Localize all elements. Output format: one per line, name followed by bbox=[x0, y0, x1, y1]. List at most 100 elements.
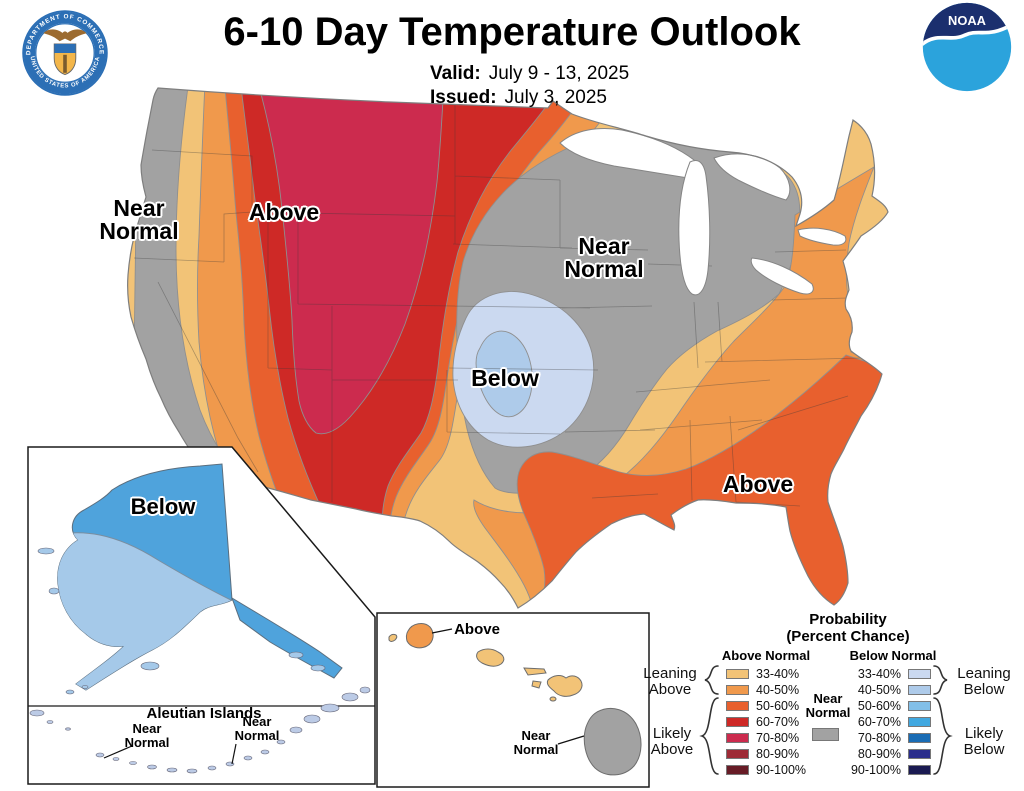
island-oahu bbox=[476, 648, 505, 667]
legend-range-label: 80-90% bbox=[857, 747, 901, 761]
legend-above-rows: 33-40% 40-50% 50-60% 60-70% 70-80% 80-90% 90-1… bbox=[726, 666, 806, 778]
noaa-dark-sky bbox=[922, 2, 1012, 44]
brace-leaning-above bbox=[704, 665, 719, 695]
lake-erie bbox=[750, 257, 814, 295]
island-molokai bbox=[523, 667, 547, 676]
label-near-normal-central: Near Normal bbox=[564, 233, 644, 282]
island-hawaii-big bbox=[583, 708, 642, 776]
noaa-logo-text: NOAA bbox=[948, 13, 986, 28]
page-title: 6-10 Day Temperature Outlook bbox=[223, 10, 801, 54]
legend-range-label: 90-100% bbox=[850, 763, 901, 777]
legend-group-likely-above: Likely Above bbox=[650, 725, 694, 758]
legend-range-label: 50-60% bbox=[756, 699, 800, 713]
legend-row-below-40-50%: 40-50% bbox=[845, 682, 931, 698]
legend-below-rows: 33-40% 40-50% 50-60% 60-70% 70-80% 80-90% 90-1… bbox=[845, 666, 931, 778]
legend-group-leaning-above: Leaning Above bbox=[643, 665, 697, 698]
label-hawaii-near-normal: Near Normal bbox=[513, 728, 559, 757]
brace-leaning-below bbox=[933, 665, 948, 695]
label-above-southeast: Above bbox=[722, 471, 794, 497]
great-lakes bbox=[559, 128, 847, 296]
legend-swatch-above bbox=[726, 717, 749, 727]
noaa-seagull-icon bbox=[922, 22, 1012, 47]
label-below-central: Below bbox=[471, 365, 539, 391]
valid-issued-block: Valid: July 9 - 13, 2025 Issued: July 3, 2… bbox=[430, 62, 629, 110]
noaa-logo: NOAA bbox=[922, 2, 1012, 92]
legend-near-normal-label: Near Normal bbox=[805, 691, 851, 720]
legend-row-above-80-90%: 80-90% bbox=[726, 746, 806, 762]
lake-ontario bbox=[797, 227, 847, 246]
valid-value: July 9 - 13, 2025 bbox=[488, 63, 630, 84]
legend-row-below-90-100%: 90-100% bbox=[845, 762, 931, 778]
legend-group-leaning-below: Leaning Below bbox=[957, 665, 1011, 698]
label-aleutian-near-normal-right: Near Normal bbox=[234, 714, 280, 743]
legend-row-below-60-70%: 60-70% bbox=[845, 714, 931, 730]
legend-swatch-below bbox=[908, 717, 931, 727]
legend-row-above-40-50%: 40-50% bbox=[726, 682, 806, 698]
legend-range-label: 80-90% bbox=[756, 747, 800, 761]
issued-value: July 3, 2025 bbox=[504, 87, 607, 108]
issued-label: Issued: bbox=[430, 87, 497, 108]
doc-eagle-head bbox=[62, 31, 68, 37]
legend-row-below-50-60%: 50-60% bbox=[845, 698, 931, 714]
legend-row-below-33-40%: 33-40% bbox=[845, 666, 931, 682]
label-aleutian-islands: Aleutian Islands bbox=[146, 705, 262, 722]
legend-range-label: 70-80% bbox=[756, 731, 800, 745]
label-alaska-below: Below bbox=[130, 494, 196, 519]
legend-range-label: 40-50% bbox=[756, 683, 800, 697]
legend-row-above-90-100%: 90-100% bbox=[726, 762, 806, 778]
legend-below-header: Below Normal bbox=[849, 648, 937, 663]
legend-swatch-near-normal bbox=[812, 728, 839, 741]
band-above-70-80-west bbox=[251, 88, 446, 435]
doc-ring-band bbox=[23, 11, 107, 95]
brace-likely-below bbox=[933, 697, 953, 775]
island-niihau bbox=[388, 633, 398, 642]
aleutian-islands-chain bbox=[29, 686, 371, 774]
label-above-west: Above bbox=[248, 199, 320, 225]
island-maui bbox=[546, 675, 583, 697]
legend-row-below-70-80%: 70-80% bbox=[845, 730, 931, 746]
island-kahoolawe bbox=[549, 696, 557, 702]
legend-range-label: 50-60% bbox=[857, 699, 901, 713]
legend-range-label: 40-50% bbox=[857, 683, 901, 697]
doc-shield-chief bbox=[54, 44, 76, 53]
legend-range-label: 60-70% bbox=[756, 715, 800, 729]
legend-swatch-below bbox=[908, 669, 931, 679]
doc-outer-ring bbox=[22, 10, 108, 96]
legend-row-above-33-40%: 33-40% bbox=[726, 666, 806, 682]
hawaii-islands bbox=[388, 623, 642, 776]
doc-shield-column bbox=[63, 54, 67, 73]
legend-title: Probability (Percent Chance) bbox=[786, 611, 910, 645]
alaska-islands bbox=[37, 547, 326, 695]
legend-swatch-above bbox=[726, 765, 749, 775]
island-lanai bbox=[531, 680, 542, 689]
label-near-normal-west: Near Normal bbox=[99, 195, 179, 244]
legend-row-below-80-90%: 80-90% bbox=[845, 746, 931, 762]
legend-swatch-above bbox=[726, 669, 749, 679]
legend-range-label: 70-80% bbox=[857, 731, 901, 745]
legend-row-above-70-80%: 70-80% bbox=[726, 730, 806, 746]
doc-logo: DEPARTMENT OF COMMERCE UNITED STATES OF … bbox=[21, 9, 109, 97]
alaska-panhandle bbox=[231, 596, 343, 679]
legend-swatch-above bbox=[726, 685, 749, 695]
issued-line: Issued: July 3, 2025 bbox=[430, 86, 629, 110]
band-below-40-50-plains bbox=[475, 330, 533, 418]
legend-above-header: Above Normal bbox=[721, 648, 811, 663]
legend-group-likely-below: Likely Below bbox=[963, 725, 1005, 758]
doc-inner-ring bbox=[35, 23, 95, 83]
legend-swatch-above bbox=[726, 733, 749, 743]
lake-michigan bbox=[678, 160, 711, 296]
legend-braces bbox=[699, 665, 953, 775]
valid-label: Valid: bbox=[430, 63, 481, 84]
legend-range-label: 60-70% bbox=[857, 715, 901, 729]
aleutian-pointer-lines bbox=[103, 743, 237, 765]
valid-line: Valid: July 9 - 13, 2025 bbox=[430, 62, 629, 86]
legend-swatch-below bbox=[908, 685, 931, 695]
brace-likely-above bbox=[699, 697, 719, 775]
label-aleutian-near-normal-left: Near Normal bbox=[124, 721, 170, 750]
legend-swatch-below bbox=[908, 733, 931, 743]
state-borders bbox=[133, 102, 861, 507]
legend-swatch-below bbox=[908, 749, 931, 759]
legend-swatch-above bbox=[726, 749, 749, 759]
island-kauai bbox=[405, 623, 434, 649]
